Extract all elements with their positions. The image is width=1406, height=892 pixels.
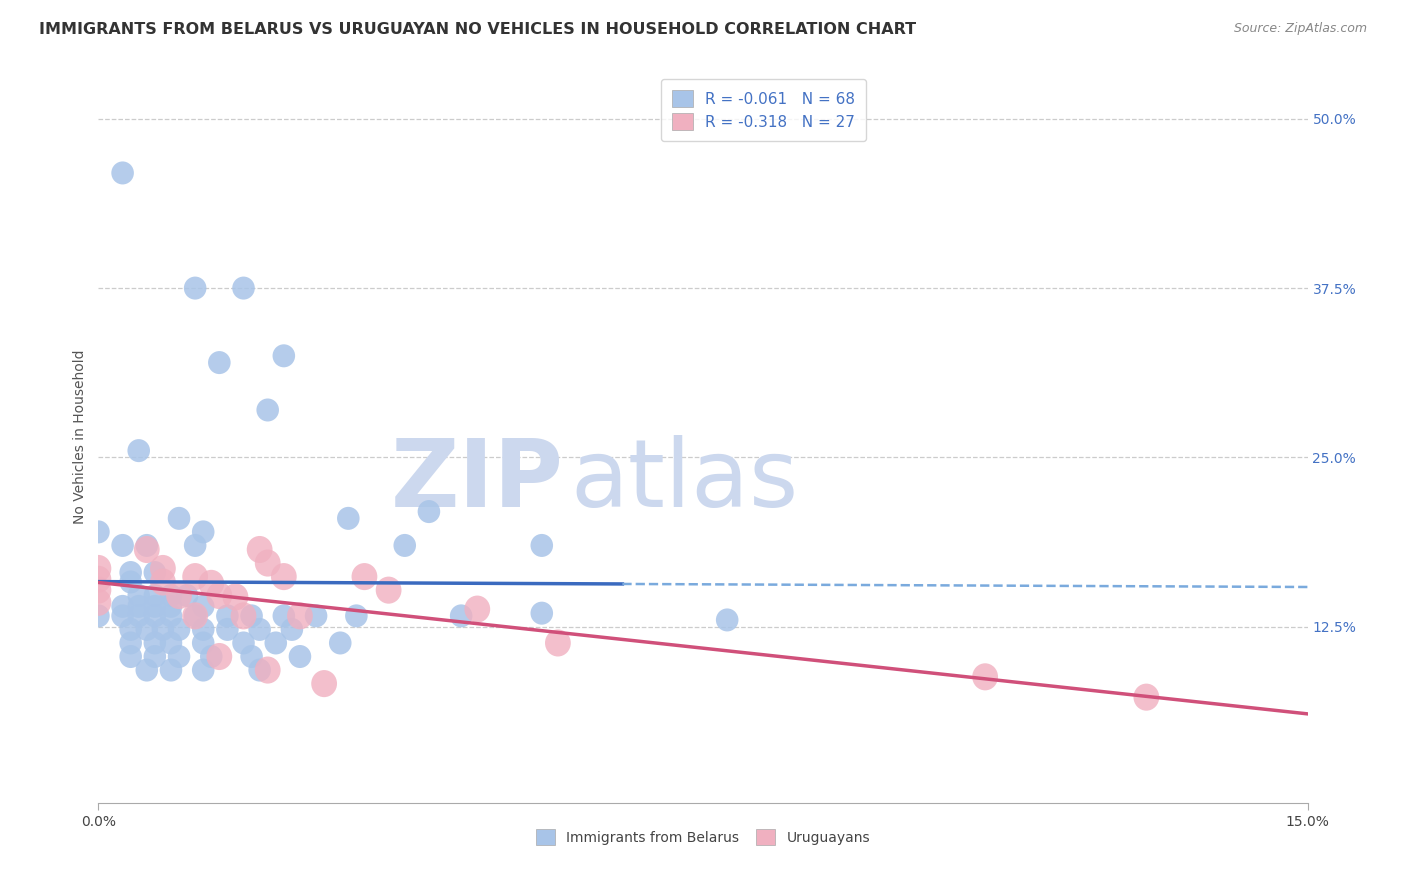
Text: Source: ZipAtlas.com: Source: ZipAtlas.com bbox=[1233, 22, 1367, 36]
Text: IMMIGRANTS FROM BELARUS VS URUGUAYAN NO VEHICLES IN HOUSEHOLD CORRELATION CHART: IMMIGRANTS FROM BELARUS VS URUGUAYAN NO … bbox=[39, 22, 917, 37]
Text: atlas: atlas bbox=[569, 435, 799, 527]
Legend: Immigrants from Belarus, Uruguayans: Immigrants from Belarus, Uruguayans bbox=[530, 823, 876, 851]
Y-axis label: No Vehicles in Household: No Vehicles in Household bbox=[73, 350, 87, 524]
Text: ZIP: ZIP bbox=[391, 435, 564, 527]
